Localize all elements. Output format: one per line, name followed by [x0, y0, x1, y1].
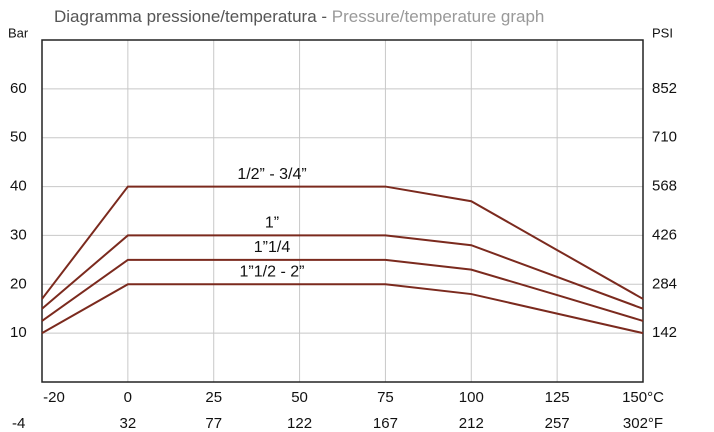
- x-tick-label: 75: [377, 389, 394, 406]
- x-tick-label-secondary: -4: [12, 415, 25, 432]
- plot-frame: [41, 39, 644, 383]
- series-line: [41, 185, 644, 300]
- x-tick-label: -20: [43, 389, 65, 406]
- x-tick-label: 125: [545, 389, 570, 406]
- y2-tick-label: 426: [652, 226, 677, 243]
- y-axis-label: Bar: [8, 25, 29, 40]
- x-tick-label-secondary: 122: [287, 415, 312, 432]
- x-tick-label-secondary: 302°F: [623, 415, 663, 432]
- y-tick-label: 10: [10, 324, 27, 341]
- y2-tick-label: 284: [652, 275, 677, 292]
- y-tick-label: 30: [10, 226, 27, 243]
- series-label: 1”: [265, 215, 279, 232]
- series-label: 1/2” - 3/4”: [237, 166, 306, 183]
- series-line: [41, 283, 644, 335]
- x-tick-label: 150°C: [622, 389, 664, 406]
- y-tick-label: 40: [10, 178, 27, 195]
- y2-tick-label: 568: [652, 178, 677, 195]
- series-label: 1”1/4: [254, 239, 291, 256]
- y-tick-label: 60: [10, 80, 27, 97]
- chart-title: Diagramma pressione/temperatura - Pressu…: [54, 7, 544, 26]
- subtitle: Pressure/temperature graph: [332, 7, 545, 26]
- series-label: 1”1/2 - 2”: [240, 264, 305, 281]
- y2-tick-label: 710: [652, 129, 677, 146]
- x-tick-label-secondary: 167: [373, 415, 398, 432]
- x-tick-label: 50: [291, 389, 308, 406]
- y-tick-label: 20: [10, 275, 27, 292]
- series-line: [41, 258, 644, 322]
- x-tick-label: 25: [205, 389, 222, 406]
- y2-tick-label: 852: [652, 80, 677, 97]
- x-tick-label: 100: [459, 389, 484, 406]
- x-tick-label-secondary: 257: [545, 415, 570, 432]
- title: Diagramma pressione/temperatura -: [54, 7, 332, 26]
- x-tick-label-secondary: 32: [120, 415, 137, 432]
- x-tick-label-secondary: 77: [205, 415, 222, 432]
- y2-tick-label: 142: [652, 324, 677, 341]
- series-line: [41, 234, 644, 310]
- y2-axis-label: PSI: [652, 25, 673, 40]
- x-tick-label: 0: [124, 389, 132, 406]
- x-tick-label-secondary: 212: [459, 415, 484, 432]
- y-tick-label: 50: [10, 129, 27, 146]
